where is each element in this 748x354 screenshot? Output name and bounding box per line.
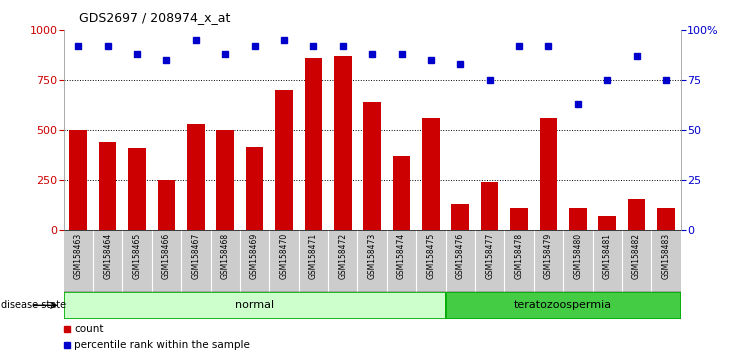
Text: GSM158479: GSM158479 [544, 233, 553, 279]
Text: GSM158483: GSM158483 [661, 233, 670, 279]
Text: GSM158480: GSM158480 [573, 233, 583, 279]
Text: disease state: disease state [1, 300, 66, 310]
Text: GSM158476: GSM158476 [456, 233, 465, 279]
Bar [99, 142, 117, 230]
Bar [598, 216, 616, 230]
Bar [70, 130, 87, 230]
Bar [64, 292, 446, 319]
Text: GSM158469: GSM158469 [250, 233, 259, 279]
Text: GSM158468: GSM158468 [221, 233, 230, 279]
Text: count: count [74, 324, 104, 334]
Text: GSM158478: GSM158478 [515, 233, 524, 279]
Bar [446, 292, 681, 319]
Bar [187, 124, 205, 230]
Bar [452, 204, 469, 230]
Text: GSM158471: GSM158471 [309, 233, 318, 279]
Text: GSM158465: GSM158465 [132, 233, 141, 279]
Text: GSM158470: GSM158470 [280, 233, 289, 279]
Text: GDS2697 / 208974_x_at: GDS2697 / 208974_x_at [79, 11, 230, 24]
Bar [481, 182, 498, 230]
Bar [569, 208, 586, 230]
Bar [334, 56, 352, 230]
Bar [246, 147, 263, 230]
Bar [539, 118, 557, 230]
Bar [64, 230, 681, 292]
Text: GSM158482: GSM158482 [632, 233, 641, 279]
Bar [422, 118, 440, 230]
Bar [393, 156, 411, 230]
Text: GSM158474: GSM158474 [397, 233, 406, 279]
Text: GSM158473: GSM158473 [367, 233, 377, 279]
Bar [216, 130, 234, 230]
Text: teratozoospermia: teratozoospermia [514, 300, 612, 310]
Bar [275, 90, 292, 230]
Text: GSM158475: GSM158475 [426, 233, 435, 279]
Text: GSM158481: GSM158481 [603, 233, 612, 279]
Text: GSM158472: GSM158472 [338, 233, 347, 279]
Bar [628, 199, 646, 230]
Text: GSM158467: GSM158467 [191, 233, 200, 279]
Text: GSM158463: GSM158463 [74, 233, 83, 279]
Bar [510, 208, 528, 230]
Bar [657, 208, 675, 230]
Bar [364, 102, 381, 230]
Bar [304, 58, 322, 230]
Text: GSM158466: GSM158466 [162, 233, 171, 279]
Bar [158, 180, 175, 230]
Text: percentile rank within the sample: percentile rank within the sample [74, 340, 251, 350]
Text: GSM158464: GSM158464 [103, 233, 112, 279]
Text: normal: normal [235, 300, 275, 310]
Text: GSM158477: GSM158477 [485, 233, 494, 279]
Bar [128, 148, 146, 230]
